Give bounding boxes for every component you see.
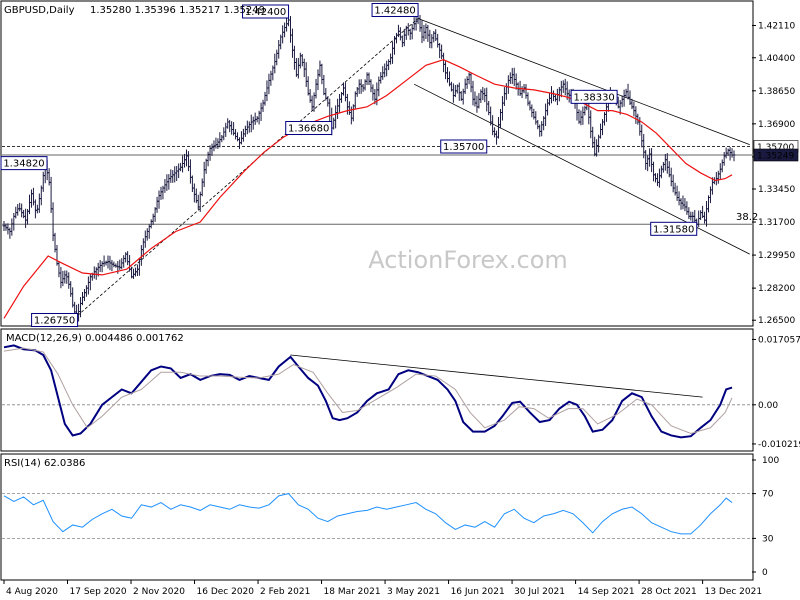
price-annotation-2: 1.36680	[285, 121, 333, 136]
price-annotation-7: 1.31580	[650, 221, 698, 236]
rsi-series-0	[3, 493, 733, 535]
price-y-tick-label: 1.36900	[758, 120, 795, 130]
annotation-text: 1.34820	[3, 159, 44, 170]
annotation-box	[650, 221, 698, 236]
macd-pane-frame	[0, 328, 754, 452]
price-annotation-6: 1.26750	[31, 313, 79, 328]
x-tick-label: 30 Jul 2021	[514, 587, 565, 597]
price-header-values: 1.35280 1.35396 1.35217 1.35249	[90, 5, 265, 16]
price-annotation-1: 1.42480	[371, 2, 419, 17]
annotation-text: 1.26750	[34, 316, 75, 327]
price-y-tick-label: 1.42110	[758, 21, 795, 31]
price-trendline-0	[417, 18, 750, 145]
price-levels	[2, 146, 752, 225]
rsi-y-tick-label: 30	[762, 534, 774, 544]
rsi-y-tick-label: 0	[762, 568, 768, 578]
annotation-text: 1.42400	[245, 7, 286, 18]
x-tick-label: 2 Feb 2021	[260, 587, 310, 597]
annotation-box	[242, 4, 290, 19]
x-tick-label: 17 Sep 2020	[70, 587, 127, 597]
macd-series-0	[3, 344, 733, 439]
rsi-pane-frame	[0, 453, 754, 581]
annotation-box	[371, 2, 419, 17]
x-tick-label: 28 Oct 2021	[641, 587, 697, 597]
x-tick-label: 13 Dec 2021	[705, 587, 763, 597]
rsi-lines	[2, 493, 752, 539]
annotation-box	[285, 121, 333, 136]
macd-y-tick-label: 0.017057	[758, 335, 800, 345]
x-tick-label: 2 Nov 2020	[133, 587, 185, 597]
level-label-box-1	[753, 148, 799, 162]
annotation-text: 1.42480	[374, 5, 415, 16]
price-pane-title: GBPUSD,Daily	[4, 5, 75, 16]
price-y-tick-label: 1.28200	[758, 284, 795, 294]
price-bar	[732, 150, 736, 162]
x-tick-label: 4 Aug 2020	[6, 587, 58, 597]
x-tick-label: 16 Jun 2021	[451, 587, 505, 597]
x-tick-label: 16 Dec 2020	[197, 587, 255, 597]
x-tick-label: 3 May 2021	[387, 587, 440, 597]
x-tick-label: 14 Sep 2021	[578, 587, 635, 597]
ma-line	[3, 59, 733, 319]
price-y-tick-label: 1.31700	[758, 218, 795, 228]
price-annotation-4: 1.35700	[440, 139, 488, 154]
price-bars	[2, 10, 736, 323]
price-annotation-5: 1.34820	[0, 156, 48, 171]
x-tick-label: 18 Mar 2021	[324, 587, 381, 597]
price-y-tick-label: 1.38650	[758, 87, 795, 97]
rsi-y-axis: 100 70 30 0	[752, 456, 779, 578]
rsi-y-tick-label: 100	[762, 456, 779, 466]
macd-y-tick-label: -0.010219	[758, 440, 800, 450]
macd-lines	[2, 344, 752, 439]
rsi-pane-title: RSI(14) 62.0386	[4, 458, 85, 469]
moving-average	[3, 59, 733, 319]
macd-y-tick-label: 0.00	[758, 401, 778, 411]
annotation-box	[440, 139, 488, 154]
price-y-axis: 1.421101.404001.386501.369001.351501.334…	[752, 21, 799, 326]
rsi-y-tick-label: 70	[762, 490, 774, 500]
price-annotation-0: 1.42400	[242, 4, 290, 19]
level-label-1: 1.35249	[757, 152, 794, 162]
price-annotations: 1.42400 1.42480 1.36680 1.38330 1.35700 1.348…	[0, 2, 698, 328]
annotation-text: 1.36680	[288, 124, 329, 135]
price-y-tick-label: 1.40400	[758, 54, 795, 64]
macd-trendline	[290, 354, 703, 398]
price-y-tick-label: 1.33450	[758, 185, 795, 195]
macd-y-axis: 0.017057 0.00 -0.010219	[752, 335, 800, 450]
watermark: ActionForex.com	[368, 246, 568, 274]
macd-series-1	[3, 347, 733, 435]
annotation-box	[570, 89, 618, 104]
x-axis: 4 Aug 2020 17 Sep 2020 2 Nov 2020 16 Dec 20…	[3, 580, 763, 597]
macd-pane-title: MACD(12,26,9) 0.004486 0.001762	[6, 333, 184, 344]
annotation-text: 1.31580	[653, 224, 694, 235]
price-y-tick-label: 1.29950	[758, 251, 795, 261]
level-label-0: 1.35700	[757, 143, 794, 153]
fib-label: 38.2	[736, 212, 758, 223]
annotation-text: 1.35700	[443, 142, 484, 153]
annotation-box	[0, 156, 48, 171]
price-annotation-3: 1.38330	[570, 89, 618, 104]
annotation-text: 1.38330	[573, 92, 614, 103]
annotation-box	[31, 313, 79, 328]
price-y-tick-label: 1.26500	[758, 316, 795, 326]
